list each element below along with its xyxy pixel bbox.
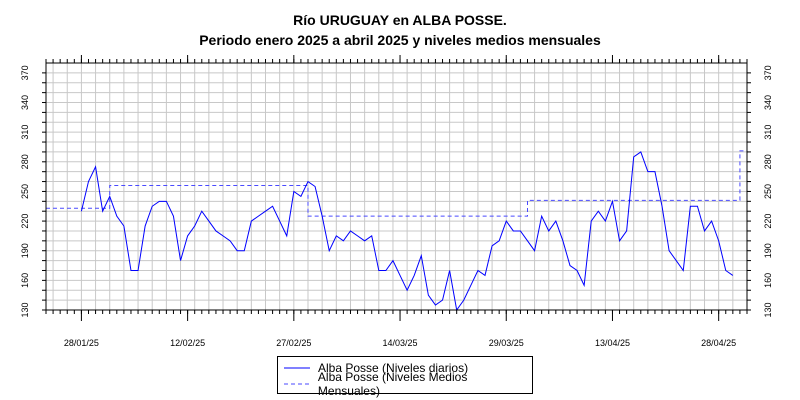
y-tick-label-left: 310 <box>20 125 30 140</box>
plot-border <box>45 62 748 311</box>
legend-swatch-daily <box>284 367 310 369</box>
y-tick-label-right: 280 <box>763 154 773 169</box>
y-tick-label-left: 220 <box>20 214 30 229</box>
monthly-line <box>46 150 747 217</box>
x-tick-label: 29/03/25 <box>489 338 524 348</box>
y-tick-label-right: 340 <box>763 95 773 110</box>
y-tick-label-right: 250 <box>763 184 773 199</box>
daily-series <box>80 151 734 312</box>
x-axis-ticks: 28/01/25 12/02/25 27/02/25 14/03/25 29/03/25… <box>45 55 748 348</box>
y-tick-label-left: 340 <box>20 95 30 110</box>
y-axis-left: 130 160 190 220 250 280 310 340 370 <box>20 65 46 318</box>
x-tick-label: 13/04/25 <box>595 338 630 348</box>
y-tick-label-right: 130 <box>763 302 773 317</box>
y-tick-label-right: 160 <box>763 273 773 288</box>
legend-swatch-monthly <box>284 383 310 385</box>
monthly-series <box>46 150 747 217</box>
y-tick-label-right: 310 <box>763 125 773 140</box>
x-tick-label: 27/02/25 <box>276 338 311 348</box>
legend-item-daily: Alba Posse (Niveles diarios) <box>284 360 468 376</box>
legend-label-monthly: Alba Posse (Niveles Medios Mensuales) <box>317 370 468 398</box>
y-tick-label-right: 220 <box>763 214 773 229</box>
legend-label-daily: Alba Posse (Niveles diarios) <box>318 361 469 375</box>
legend-item-monthly: Alba Posse (Niveles Medios Mensuales) <box>284 370 532 398</box>
y-tick-label-left: 370 <box>20 65 30 80</box>
x-tick-label: 28/01/25 <box>64 338 99 348</box>
y-tick-label-left: 160 <box>20 273 30 288</box>
x-tick-label: 12/02/25 <box>170 338 205 348</box>
x-tick-label: 14/03/25 <box>383 338 418 348</box>
y-tick-label-left: 130 <box>20 302 30 317</box>
y-tick-label-left: 280 <box>20 154 30 169</box>
legend: Alba Posse (Niveles diarios) Alba Posse … <box>277 356 533 398</box>
y-tick-label-left: 250 <box>20 184 30 199</box>
y-tick-label-right: 190 <box>763 243 773 258</box>
grid-lines <box>46 63 748 311</box>
chart-subtitle: Periodo enero 2025 a abril 2025 y nivele… <box>199 32 601 48</box>
y-tick-label-left: 190 <box>20 243 30 258</box>
y-axis-right: 130 160 190 220 250 280 310 340 370 <box>747 65 773 318</box>
x-tick-label: 28/04/25 <box>701 338 736 348</box>
y-tick-label-right: 370 <box>763 65 773 80</box>
chart-title: Río URUGUAY en ALBA POSSE. <box>293 12 507 28</box>
